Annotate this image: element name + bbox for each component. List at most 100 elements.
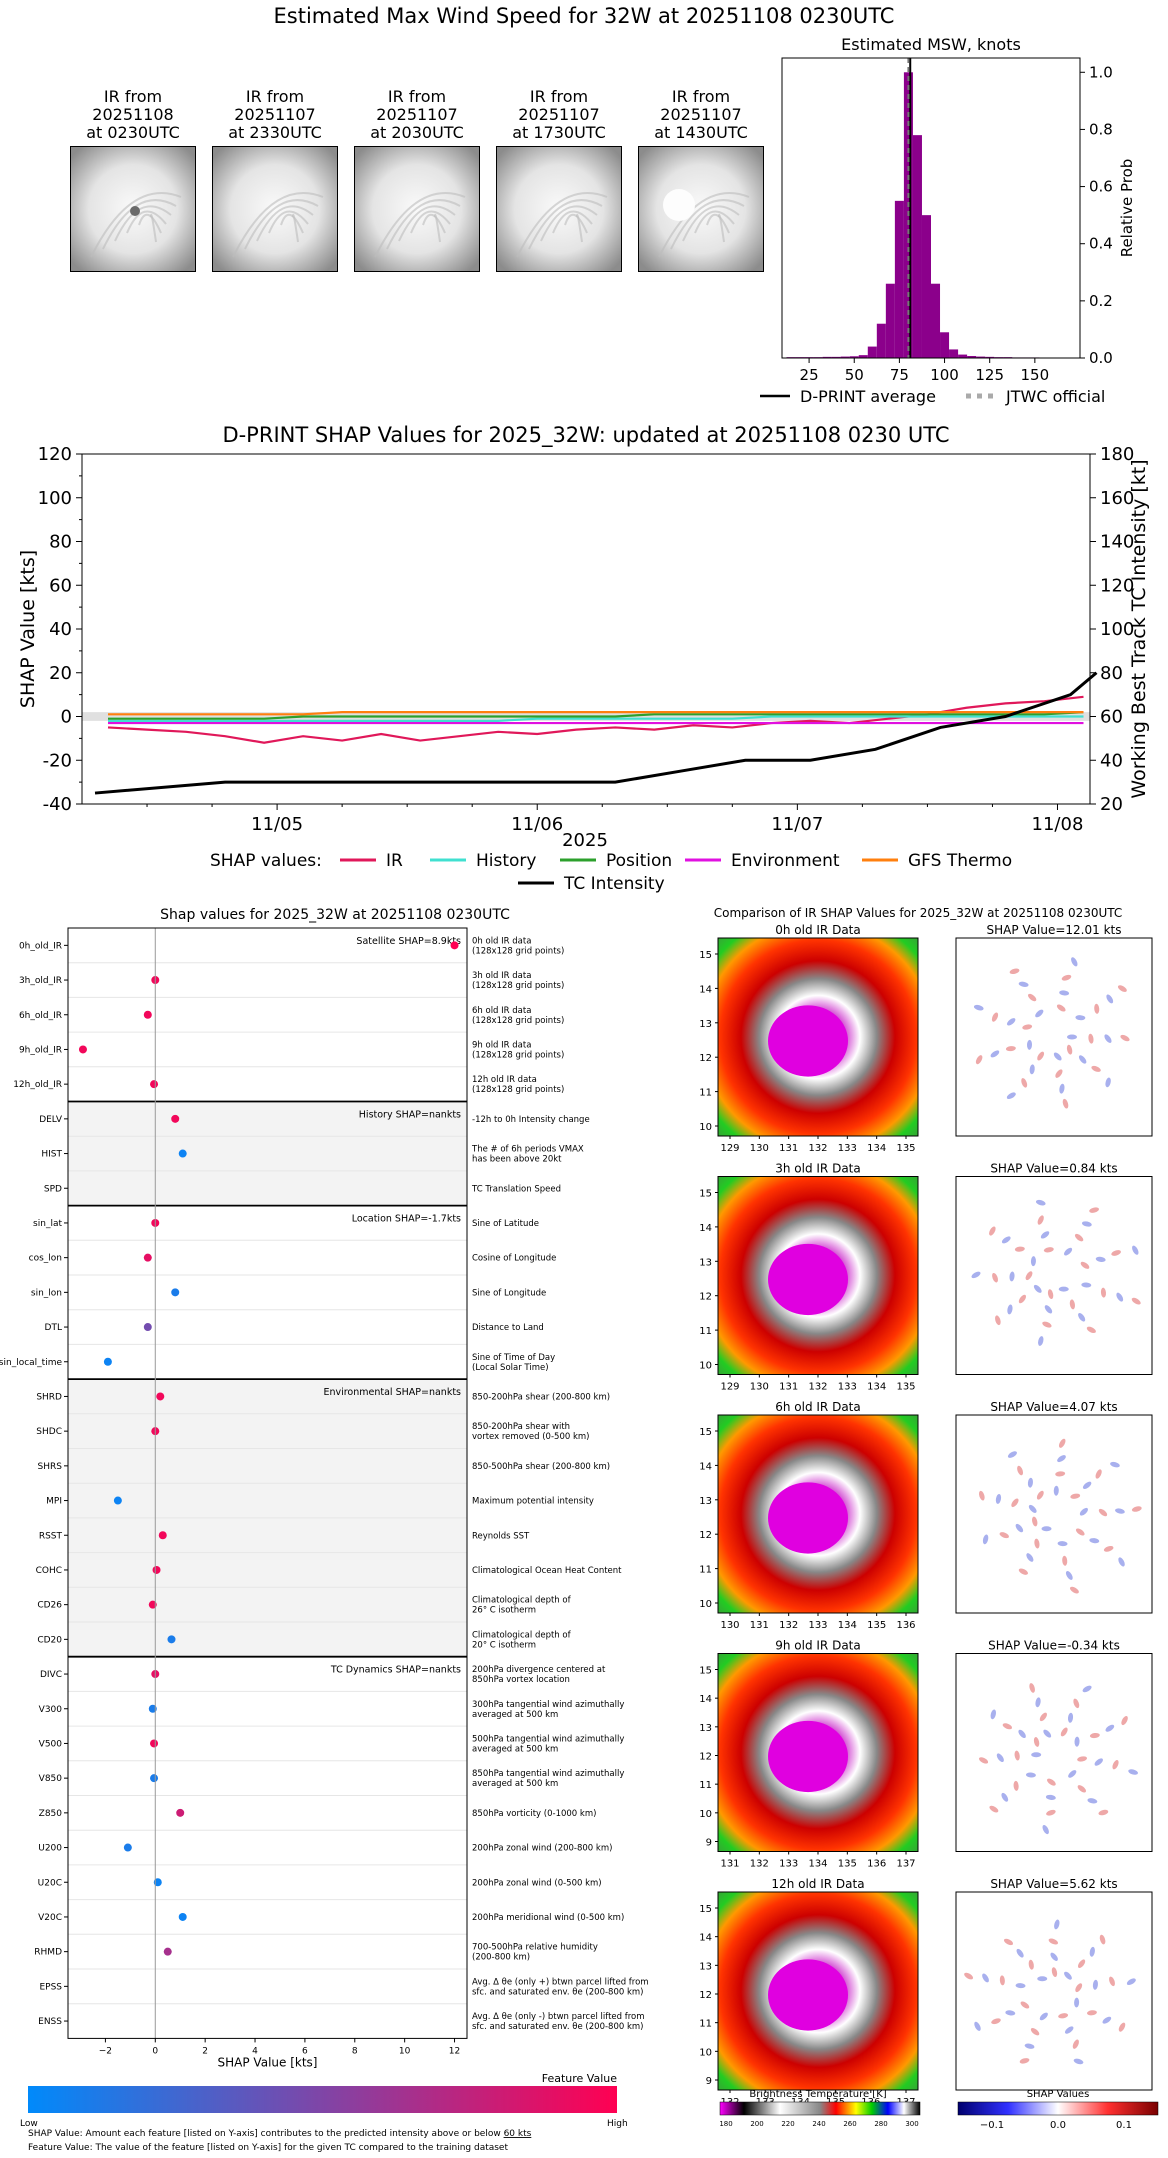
feature-name: U20C bbox=[38, 1878, 62, 1888]
histogram-bar bbox=[894, 200, 904, 358]
x-tick-label: 136 bbox=[896, 1620, 915, 1631]
shap-heatmap-blob bbox=[1067, 1712, 1074, 1723]
ir-thumb-caption-line1: IR from bbox=[529, 87, 589, 106]
y-tick-label: 80 bbox=[49, 532, 72, 553]
y-tick-label: 15 bbox=[699, 1427, 712, 1438]
shap-heatmap-blob bbox=[1039, 1712, 1047, 1722]
shap-heatmap-blob bbox=[1029, 1064, 1035, 1075]
legend-label: Environment bbox=[731, 851, 840, 871]
y-tick-label: 0.8 bbox=[1089, 120, 1113, 138]
shap-heatmap-blob bbox=[1126, 1978, 1136, 1986]
x-tick-label: −2 bbox=[99, 2046, 112, 2056]
shap-heatmap-blob bbox=[1014, 1246, 1025, 1252]
shap-heatmap-blob bbox=[1030, 1256, 1036, 1267]
ir-cloud-band bbox=[670, 199, 745, 250]
shap-heatmap-blob bbox=[971, 1271, 981, 1279]
shap-heatmap-blob bbox=[989, 1805, 999, 1813]
x-tick-label: 132 bbox=[779, 1620, 798, 1631]
shap-heatmap-blob bbox=[1043, 1729, 1052, 1738]
shap-panel-title: SHAP Value=5.62 kts bbox=[990, 1877, 1117, 1891]
histogram-frame bbox=[781, 57, 1081, 359]
ir-cloud-band bbox=[90, 192, 182, 258]
group-label: Location SHAP=-1.7kts bbox=[352, 1214, 461, 1225]
feature-description: (128x128 grid points) bbox=[472, 1050, 564, 1060]
timeseries-frame bbox=[81, 453, 1091, 805]
ir-cloud-band bbox=[718, 213, 725, 243]
shap-heatmap-blob bbox=[1046, 1809, 1056, 1816]
shap-heatmap-blob bbox=[1081, 1282, 1092, 1288]
feature-description: 9h old IR data bbox=[472, 1040, 531, 1050]
y-tick-label: 13 bbox=[699, 1019, 712, 1030]
feature-name: DIVC bbox=[40, 1670, 62, 1680]
y-tick-label: 0.4 bbox=[1089, 235, 1113, 253]
feature-description: 26° C isotherm bbox=[472, 1606, 536, 1616]
shap-heatmap-blob bbox=[1028, 1959, 1034, 1970]
shap-heatmap-blob bbox=[999, 1975, 1005, 1986]
y-tick-label: 15 bbox=[699, 1904, 712, 1915]
y-tick-label: 10 bbox=[699, 1599, 712, 1610]
y-right-tick-label: 100 bbox=[1100, 619, 1134, 640]
shap-heatmap-blob bbox=[1109, 1976, 1115, 1987]
shap-heatmap-blob bbox=[1028, 1504, 1037, 1513]
feature-plot-frame bbox=[67, 927, 468, 2039]
ir-cloud-band bbox=[268, 210, 309, 234]
shap-heatmap-blob bbox=[1064, 1971, 1072, 1980]
shap-heatmap-blob bbox=[990, 1050, 1000, 1058]
ir-cloud-band bbox=[374, 192, 466, 258]
y-tick-label: 14 bbox=[699, 1694, 712, 1705]
shap-heatmap-blob bbox=[1086, 1326, 1096, 1334]
ir-cloud-band bbox=[126, 210, 167, 234]
shap-heatmap-blob bbox=[1071, 957, 1078, 967]
ir-cloud-band bbox=[694, 210, 735, 234]
y-right-tick-label: 160 bbox=[1100, 488, 1134, 509]
feature-description: 20° C isotherm bbox=[472, 1640, 536, 1650]
shap-heatmap-blob bbox=[1131, 1297, 1141, 1305]
ir-cloud-band bbox=[138, 213, 162, 234]
shap-heatmap-blob bbox=[1082, 1481, 1092, 1489]
shap-heatmap-blob bbox=[1016, 1948, 1024, 1958]
histogram-bar bbox=[858, 355, 868, 358]
shap-heatmap-blob bbox=[1086, 2010, 1097, 2016]
x-tick-label: 135 bbox=[867, 1620, 886, 1631]
ir-thumb-caption: IR from 20251108 at 0230UTC bbox=[70, 88, 196, 142]
shap-heatmap-blob bbox=[1062, 1098, 1069, 1109]
x-tick-label: 11/07 bbox=[771, 814, 823, 835]
bt-colorbar-tick: 300 bbox=[905, 2120, 918, 2128]
bt-colorbar-tick: 240 bbox=[812, 2120, 825, 2128]
feature-description: Reynolds SST bbox=[472, 1531, 530, 1541]
feature-description: Avg. Δ θe (only +) btwn parcel lifted fr… bbox=[472, 1977, 649, 1987]
feature-name: sin_lat bbox=[33, 1219, 62, 1229]
shap-heatmap-blob bbox=[1043, 1247, 1054, 1253]
feature-shap-dot bbox=[150, 1739, 159, 1748]
ir-panel-title: 6h old IR Data bbox=[775, 1400, 861, 1414]
feature-description: (128x128 grid points) bbox=[472, 946, 564, 956]
feature-name: V500 bbox=[39, 1739, 63, 1749]
shap-heatmap-blob bbox=[1098, 1508, 1108, 1517]
feature-shap-dot bbox=[163, 1947, 172, 1956]
shap-heatmap-blob bbox=[1053, 1485, 1059, 1496]
shap-timeseries-chart: D-PRINT SHAP Values for 2025_32W: update… bbox=[17, 423, 1150, 894]
bt-colorbar-tick: 220 bbox=[781, 2120, 794, 2128]
x-tick-label: 132 bbox=[750, 1859, 769, 1870]
shap-heatmap-blob bbox=[1039, 2012, 1048, 2021]
x-tick-label: 131 bbox=[720, 1859, 739, 1870]
y-tick-label: 9 bbox=[706, 1838, 712, 1849]
shap-colorbar-label: SHAP Values bbox=[1027, 2089, 1090, 2100]
shap-heatmap-blob bbox=[1091, 1065, 1101, 1072]
shap-heatmap-blob bbox=[1021, 1078, 1028, 1088]
feature-shap-dot bbox=[143, 1253, 152, 1262]
ir-cloud-band bbox=[682, 205, 740, 242]
feature-description: The # of 6h periods VMAX bbox=[471, 1145, 584, 1155]
shap-heatmap-blob bbox=[1131, 1506, 1142, 1512]
ir-panel-title: 12h old IR Data bbox=[771, 1877, 864, 1891]
y-right-tick-label: 180 bbox=[1100, 444, 1134, 465]
x-tick-label: 130 bbox=[720, 1620, 739, 1631]
shap-heatmap-blob bbox=[996, 1753, 1004, 1763]
feature-name: HIST bbox=[41, 1150, 62, 1160]
feature-shap-dot bbox=[156, 1392, 165, 1401]
ir-thumb-image bbox=[70, 146, 196, 272]
x-tick-label: 11/08 bbox=[1032, 814, 1084, 835]
y-right-tick-label: 60 bbox=[1100, 707, 1123, 728]
y-right-tick-label: 140 bbox=[1100, 532, 1134, 553]
x-tick-label: 131 bbox=[779, 1382, 798, 1393]
